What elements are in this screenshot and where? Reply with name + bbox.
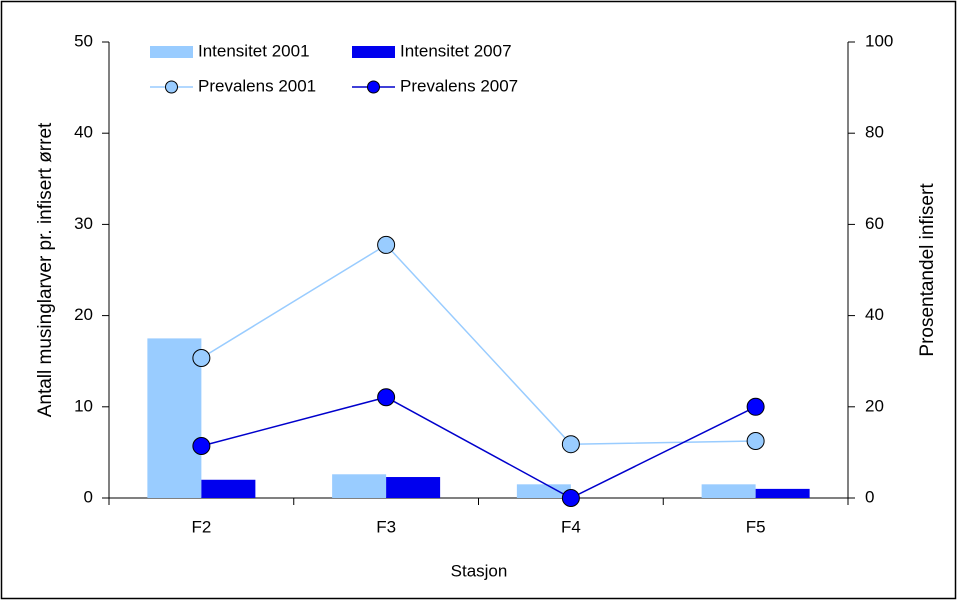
y-tick-label: 50 [74,31,93,50]
x-tick-label: F2 [191,517,211,536]
bar [332,474,387,498]
y2-tick-label: 60 [865,214,884,233]
legend-swatch [352,46,395,58]
line [201,396,756,499]
y2-tick-label: 0 [865,487,874,506]
marker [746,397,765,416]
bar [201,479,256,498]
marker [192,437,211,456]
legend-swatch [150,46,193,58]
line [200,243,756,445]
marker [561,489,580,507]
bar [147,338,202,498]
marker [377,388,396,407]
y2-tick-label: 100 [865,31,893,50]
y-tick-label: 30 [74,214,93,233]
legend-marker [367,80,380,94]
x-tick-label: F4 [561,517,581,536]
bar [755,488,810,498]
y2-tick-label: 80 [865,123,884,142]
bar [516,484,571,498]
y-tick-label: 20 [74,305,93,324]
y-tick-label: 0 [84,487,93,506]
y-tick-label: 40 [74,123,93,142]
x-axis-title: Stasjon [451,561,508,580]
y2-tick-label: 40 [865,305,884,324]
y-tick-label: 10 [74,396,93,415]
bar [701,484,756,498]
legend-label: Prevalens 2001 [198,76,316,95]
marker [746,432,765,450]
y2-axis-title: Prosentandel infisert [917,183,938,357]
legend-label: Intensitet 2001 [198,41,310,60]
marker [192,349,211,368]
legend-label: Intensitet 2007 [400,41,512,60]
y2-tick-label: 20 [865,396,884,415]
bar [386,477,441,498]
y-axis-title: Antall musinglarver pr. infisert ørret [35,122,56,417]
legend-marker [165,80,178,94]
x-tick-label: F3 [376,517,396,536]
marker [561,435,580,454]
legend-label: Prevalens 2007 [400,76,518,95]
x-tick-label: F5 [746,517,766,536]
marker [377,235,396,254]
